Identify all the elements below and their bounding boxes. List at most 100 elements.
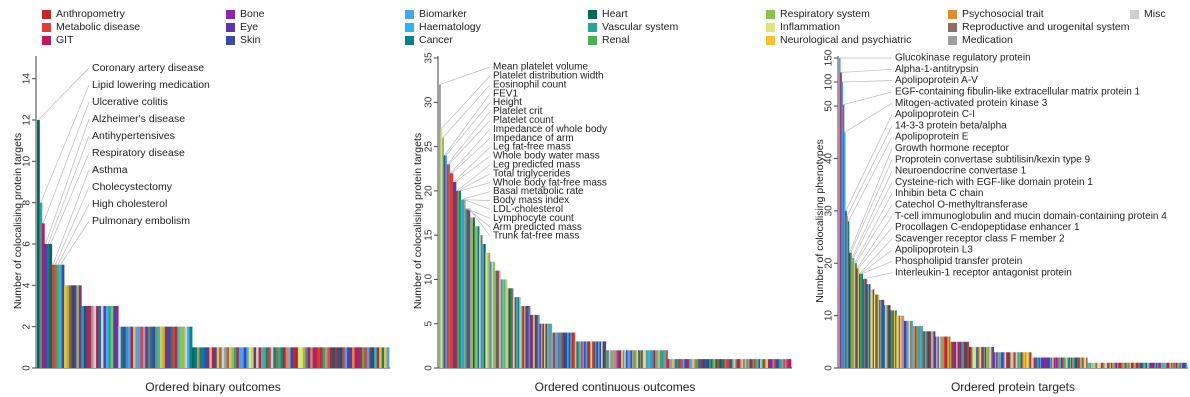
bar <box>689 359 691 368</box>
bar <box>997 352 1000 368</box>
bar <box>1018 352 1021 368</box>
annotation-label: T-cell immunoglobulin and mucin domain-c… <box>895 211 1167 222</box>
bar <box>721 359 724 368</box>
bar <box>258 347 262 368</box>
bar <box>502 279 505 368</box>
annotation-leader <box>60 220 90 265</box>
bar <box>315 347 318 368</box>
legend-swatch <box>1130 10 1139 19</box>
bar <box>655 350 658 368</box>
bar <box>642 350 645 368</box>
y-axis-label: Number of colocalising protein targets <box>12 133 24 309</box>
bar <box>1139 362 1142 368</box>
bar <box>570 332 573 368</box>
bar <box>1057 357 1059 368</box>
legend-label: Psychosocial trait <box>962 8 1044 20</box>
annotation-label: Basal metabolic rate <box>493 186 584 197</box>
bar <box>647 350 650 368</box>
bar <box>88 306 92 368</box>
bar <box>1041 357 1043 368</box>
bar <box>366 347 370 368</box>
bar <box>616 350 619 368</box>
bar <box>890 310 892 368</box>
bar <box>661 350 664 368</box>
bar <box>332 347 336 368</box>
bar <box>977 347 980 368</box>
legend-item: Neurological and psychiatric <box>766 34 911 47</box>
bar <box>1034 357 1037 368</box>
bar <box>551 332 554 368</box>
bar <box>962 341 965 368</box>
bar <box>516 297 519 368</box>
bar <box>1049 357 1052 368</box>
annotation-leader <box>461 191 491 201</box>
annotation-label: Apolipoprotein L3 <box>895 245 973 256</box>
bar <box>972 347 975 368</box>
bar <box>155 326 158 368</box>
bar <box>880 299 882 368</box>
bar <box>1175 362 1178 368</box>
bar <box>1090 362 1093 368</box>
bar <box>150 326 154 368</box>
bar <box>684 359 687 368</box>
bar <box>704 359 707 368</box>
bar <box>216 347 220 368</box>
bar <box>1123 362 1125 368</box>
bar <box>993 352 996 368</box>
legend-swatch <box>766 36 775 45</box>
bar <box>772 359 775 368</box>
bar <box>1003 352 1006 368</box>
bar <box>682 359 685 368</box>
bar <box>752 359 755 368</box>
bar <box>738 359 741 368</box>
bar <box>1048 357 1051 368</box>
bar <box>885 305 887 368</box>
annotation-leader <box>447 111 491 165</box>
bar <box>895 310 897 368</box>
bar <box>253 347 257 368</box>
legend-label: Reproductive and urogenital system <box>962 21 1130 33</box>
bar <box>293 347 296 368</box>
annotation-label: Platelet crit <box>493 106 543 117</box>
bar <box>1013 352 1016 368</box>
bar <box>1080 357 1083 368</box>
y-tick-label: 10 <box>22 155 33 167</box>
bar <box>946 336 948 368</box>
bar <box>229 347 232 368</box>
bar <box>1056 357 1058 368</box>
bar <box>199 347 203 368</box>
y-tick-label: 8 <box>22 199 33 205</box>
annotation-label: Eosinophil count <box>493 79 567 90</box>
y-tick-label: 2 <box>22 323 33 329</box>
bar <box>91 306 94 368</box>
bar <box>177 326 181 368</box>
bar <box>349 347 353 368</box>
annotation-label: Impedance of whole body <box>493 124 607 135</box>
legend-label: Haematology <box>419 21 481 33</box>
bar <box>923 331 926 368</box>
bar <box>581 341 583 368</box>
bar <box>948 336 951 368</box>
bar <box>1153 362 1155 368</box>
bar <box>1044 357 1047 368</box>
bar <box>564 332 566 368</box>
bar <box>133 326 136 368</box>
bar <box>221 347 225 368</box>
bar <box>359 347 363 368</box>
bar <box>648 350 651 368</box>
bar <box>448 164 451 368</box>
bar <box>466 208 469 368</box>
bar <box>44 244 48 368</box>
legend-label: Heart <box>602 8 628 20</box>
bar <box>984 347 987 368</box>
bar <box>128 326 131 368</box>
bar <box>1104 362 1107 368</box>
bar <box>1054 357 1057 368</box>
bar <box>1127 362 1129 368</box>
bar <box>573 332 576 368</box>
bar <box>716 359 719 368</box>
y-axis-label: Number of colocalising phenotypes <box>814 139 826 302</box>
bar <box>236 347 240 368</box>
bar <box>851 257 854 368</box>
bar <box>160 326 163 368</box>
